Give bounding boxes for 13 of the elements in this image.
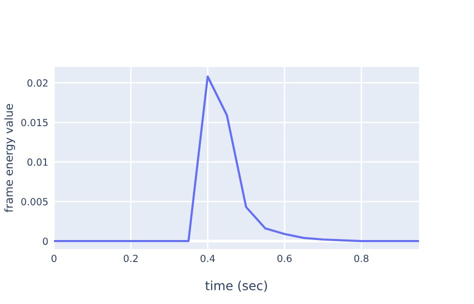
x-tick-label: 0.8 (354, 254, 368, 262)
x-tick-label: 0 (52, 254, 56, 262)
y-tick-label: 0 (42, 238, 48, 245)
x-tick-label: 0.2 (124, 254, 138, 262)
x-tick-label: 0.4 (200, 254, 215, 262)
x-tick-label: 0.6 (277, 254, 292, 262)
y-axis-title: frame energy value (4, 104, 16, 212)
y-tick-label: 0.015 (21, 118, 48, 126)
line-series (54, 75, 419, 242)
y-tick-label: 0.02 (27, 79, 48, 87)
y-tick-label: 0.01 (27, 158, 48, 166)
x-axis-title: time (sec) (205, 280, 267, 292)
y-tick-label: 0.005 (21, 198, 48, 206)
